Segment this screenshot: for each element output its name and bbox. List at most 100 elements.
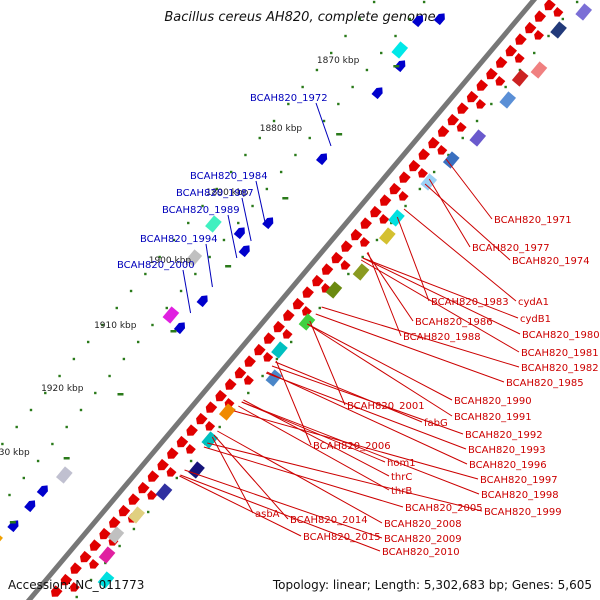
gene-feature-box[interactable] bbox=[205, 215, 222, 233]
gene-arrow-forward[interactable] bbox=[484, 67, 498, 82]
gene-arrow-forward[interactable] bbox=[445, 113, 460, 128]
gene-arrow-forward[interactable] bbox=[493, 56, 508, 70]
gene-feature-box[interactable] bbox=[162, 306, 180, 324]
gene-arrow-forward[interactable] bbox=[68, 562, 82, 576]
gene-label-right[interactable]: BCAH820_1992 bbox=[465, 430, 543, 441]
gene-arrow-forward[interactable] bbox=[513, 52, 525, 65]
gene-arrow-forward[interactable] bbox=[455, 102, 469, 116]
gene-feature-box[interactable] bbox=[325, 281, 343, 299]
gene-arrow-forward[interactable] bbox=[213, 389, 227, 404]
gene-feature-box[interactable] bbox=[298, 313, 316, 331]
gene-arrow-forward[interactable] bbox=[203, 420, 216, 433]
gene-arrow-reverse[interactable] bbox=[371, 85, 386, 100]
gene-arrow-forward[interactable] bbox=[474, 79, 489, 93]
gene-label-right[interactable]: BCAH820_1988 bbox=[403, 332, 481, 343]
gene-arrow-reverse[interactable] bbox=[394, 58, 408, 73]
gene-arrow-forward[interactable] bbox=[261, 351, 274, 364]
gene-arrow-forward[interactable] bbox=[184, 443, 196, 456]
gene-arrow-forward[interactable] bbox=[165, 466, 177, 479]
gene-arrow-forward[interactable] bbox=[300, 286, 314, 300]
gene-arrow-forward[interactable] bbox=[513, 33, 527, 47]
gene-arrow-forward[interactable] bbox=[377, 213, 390, 226]
gene-arrow-forward[interactable] bbox=[542, 0, 556, 13]
gene-label-right[interactable]: BCAH820_1986 bbox=[415, 317, 493, 328]
gene-arrow-forward[interactable] bbox=[464, 90, 479, 105]
gene-feature-box[interactable] bbox=[128, 506, 146, 524]
gene-arrow-forward[interactable] bbox=[232, 366, 247, 381]
gene-label-right[interactable]: BCAH820_1982 bbox=[521, 363, 599, 374]
gene-label-right[interactable]: BCAH820_2014 bbox=[290, 515, 368, 526]
gene-arrow-forward[interactable] bbox=[426, 136, 440, 151]
gene-feature-box[interactable] bbox=[550, 21, 567, 39]
gene-arrow-reverse[interactable] bbox=[238, 243, 253, 258]
gene-label-right[interactable]: BCAH820_2005 bbox=[405, 503, 483, 514]
gene-arrow-forward[interactable] bbox=[377, 194, 392, 208]
gene-label-right[interactable]: cydB1 bbox=[520, 314, 551, 325]
gene-arrow-forward[interactable] bbox=[194, 412, 208, 427]
gene-label-right[interactable]: BCAH820_1993 bbox=[468, 445, 546, 456]
gene-label-right[interactable]: BCAH820_1971 bbox=[494, 215, 572, 226]
gene-label-right[interactable]: thrB bbox=[391, 486, 412, 497]
gene-label-right[interactable]: BCAH820_1980 bbox=[522, 330, 600, 341]
gene-feature-box[interactable] bbox=[575, 3, 593, 21]
gene-feature-box[interactable] bbox=[188, 461, 205, 479]
gene-arrow-forward[interactable] bbox=[145, 470, 160, 484]
gene-arrow-forward[interactable] bbox=[58, 573, 73, 588]
gene-feature-box[interactable] bbox=[185, 249, 203, 267]
gene-arrow-forward[interactable] bbox=[329, 251, 343, 266]
gene-arrow-forward[interactable] bbox=[435, 144, 448, 157]
gene-arrow-forward[interactable] bbox=[116, 504, 131, 519]
gene-arrow-forward[interactable] bbox=[107, 516, 121, 530]
gene-arrow-forward[interactable] bbox=[532, 10, 547, 24]
gene-label-right[interactable]: BCAH820_1981 bbox=[521, 348, 599, 359]
gene-label-right[interactable]: fabG bbox=[424, 418, 448, 429]
gene-arrow-forward[interactable] bbox=[319, 263, 334, 277]
gene-arrow-forward[interactable] bbox=[416, 167, 428, 180]
gene-arrow-forward[interactable] bbox=[203, 401, 218, 415]
gene-arrow-forward[interactable] bbox=[145, 489, 158, 502]
gene-arrow-forward[interactable] bbox=[261, 332, 276, 346]
gene-label-right[interactable]: BCAH820_2015 bbox=[303, 532, 381, 543]
gene-feature-box[interactable] bbox=[0, 531, 3, 549]
gene-feature-box[interactable] bbox=[201, 431, 219, 449]
gene-label-left[interactable]: BCAH820_1972 bbox=[250, 93, 328, 104]
gene-arrow-forward[interactable] bbox=[126, 493, 140, 507]
gene-label-right[interactable]: BCAH820_1991 bbox=[454, 412, 532, 423]
gene-feature-box[interactable] bbox=[388, 209, 405, 227]
gene-arrow-forward[interactable] bbox=[242, 355, 256, 369]
gene-label-right[interactable]: BCAH820_1997 bbox=[480, 475, 558, 486]
gene-label-right[interactable]: BCAH820_1999 bbox=[484, 507, 562, 518]
gene-arrow-forward[interactable] bbox=[522, 21, 537, 36]
gene-feature-box[interactable] bbox=[499, 91, 517, 109]
gene-arrow-forward[interactable] bbox=[281, 328, 293, 341]
gene-label-left[interactable]: BCAH820_1989 bbox=[162, 205, 240, 216]
gene-arrow-forward[interactable] bbox=[339, 259, 351, 272]
gene-feature-box[interactable] bbox=[271, 341, 288, 359]
gene-label-right[interactable]: BCAH820_1996 bbox=[469, 460, 547, 471]
gene-label-right[interactable]: BCAH820_1990 bbox=[454, 396, 532, 407]
gene-feature-box[interactable] bbox=[391, 41, 409, 59]
gene-arrow-reverse[interactable] bbox=[173, 320, 188, 335]
gene-label-right[interactable]: BCAH820_1977 bbox=[472, 243, 550, 254]
gene-feature-box[interactable] bbox=[107, 526, 125, 544]
gene-label-right[interactable]: BCAH820_2010 bbox=[382, 547, 460, 558]
gene-arrow-reverse[interactable] bbox=[262, 215, 276, 230]
gene-arrow-forward[interactable] bbox=[474, 98, 486, 111]
gene-feature-box[interactable] bbox=[469, 129, 487, 147]
gene-arrow-forward[interactable] bbox=[358, 236, 370, 249]
gene-label-right[interactable]: BCAH820_2009 bbox=[384, 534, 462, 545]
gene-arrow-reverse[interactable] bbox=[412, 13, 426, 28]
gene-arrow-forward[interactable] bbox=[348, 228, 363, 243]
gene-arrow-forward[interactable] bbox=[532, 29, 544, 42]
gene-label-right[interactable]: hom1 bbox=[387, 458, 416, 469]
gene-arrow-forward[interactable] bbox=[397, 171, 411, 185]
gene-arrow-forward[interactable] bbox=[155, 458, 169, 473]
gene-arrow-forward[interactable] bbox=[281, 309, 295, 323]
gene-arrow-forward[interactable] bbox=[455, 121, 467, 134]
gene-feature-box[interactable] bbox=[265, 369, 283, 387]
gene-arrow-forward[interactable] bbox=[68, 581, 80, 594]
gene-feature-box[interactable] bbox=[155, 483, 173, 501]
gene-feature-box[interactable] bbox=[378, 227, 396, 245]
gene-label-left[interactable]: BCAH820_2000 bbox=[117, 260, 195, 271]
gene-arrow-reverse[interactable] bbox=[36, 483, 51, 498]
